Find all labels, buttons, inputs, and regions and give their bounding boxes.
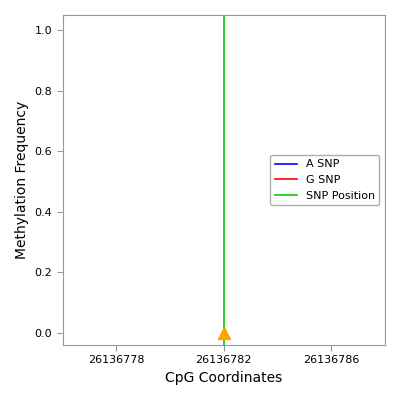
X-axis label: CpG Coordinates: CpG Coordinates xyxy=(165,371,282,385)
Y-axis label: Methylation Frequency: Methylation Frequency xyxy=(15,101,29,259)
Legend: A SNP, G SNP, SNP Position: A SNP, G SNP, SNP Position xyxy=(270,155,380,205)
